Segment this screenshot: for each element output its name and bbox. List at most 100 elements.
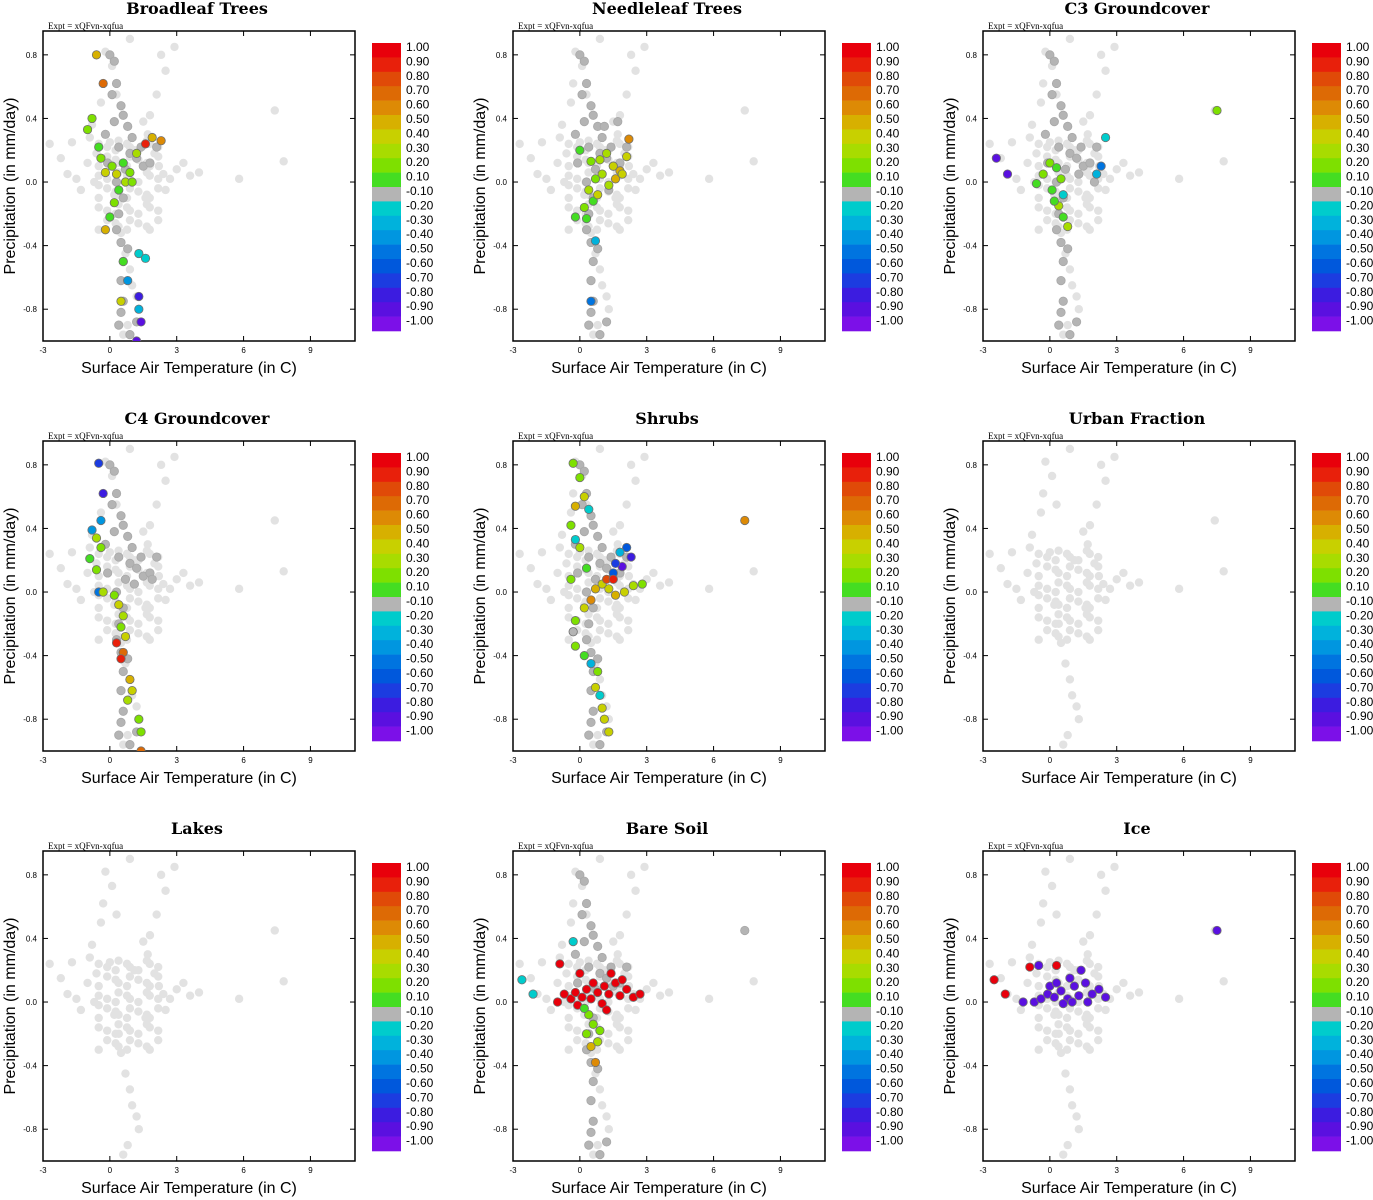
background-point [1007,548,1017,557]
plot-frame [42,30,356,342]
background-point [566,508,576,517]
background-point [1094,1026,1103,1035]
background-point [1054,1042,1063,1051]
x-tick-label: 9 [1248,756,1253,765]
background-point [1063,730,1072,740]
background-point [45,959,54,969]
colorbar-label: 0.50 [1346,522,1370,536]
x-tick-label: 0 [578,346,583,355]
background-point [154,206,163,215]
background-point [1074,597,1083,606]
colorbar-label: -0.50 [876,652,904,666]
neutral-point [597,132,607,143]
background-point [56,563,66,573]
colorbar-label: 0.10 [1346,170,1370,184]
neutral-point [588,1116,598,1126]
background-point [1074,556,1083,565]
background-point [1134,168,1144,177]
background-point [1074,715,1084,724]
y-tick-label: 0.8 [26,461,38,470]
background-point [557,120,567,129]
x-tick-label: 0 [108,1166,113,1175]
data-point [595,690,605,700]
colorbar-swatch [372,1093,401,1109]
colorbar-swatch [372,316,401,332]
background-point [564,1023,573,1032]
data-point [134,304,144,314]
data-point [579,651,589,661]
data-point [579,202,589,213]
x-tick-label: 9 [308,1166,313,1175]
background-point [134,219,143,228]
background-point [279,977,288,986]
background-point [1101,66,1110,75]
neutral-point [103,568,113,578]
neutral-point [599,121,609,131]
background-point [1036,508,1046,517]
plot-frame [982,850,1296,1162]
background-point [595,675,605,684]
colorbar-label: -0.60 [876,1076,904,1090]
colorbar-label: -0.90 [406,299,434,313]
background-point [1062,1045,1072,1054]
background-point [537,138,547,147]
experiment-label: Expt = xQFvn-xqfua [48,21,123,31]
background-point [1042,584,1052,594]
neutral-point [1067,132,1077,143]
background-point [631,66,640,75]
x-axis-label: Surface Air Temperature (in C) [81,770,297,787]
neutral-point [595,968,605,979]
background-point [1085,581,1094,590]
background-point [602,292,611,301]
x-tick-label: -3 [39,756,47,765]
background-point [125,206,135,215]
background-point [1034,161,1043,171]
colorbar-swatch [1312,963,1341,979]
colorbar-label: 1.00 [406,450,430,464]
background-point [119,1150,128,1159]
background-point [94,225,103,234]
background-point [515,549,524,559]
background-point [1219,567,1228,576]
y-tick-label: 0.0 [26,588,38,597]
background-point [615,1023,624,1032]
colorbar-label: -0.50 [406,652,434,666]
x-tick-label: 6 [1181,346,1186,355]
y-axis-label: Precipitation (in mm/day) [2,98,19,275]
neutral-point [570,129,581,139]
colorbar-swatch [842,259,871,274]
data-point [597,999,607,1009]
background-point [546,185,556,195]
data-point [114,600,124,610]
data-point [136,727,146,737]
background-point [1051,556,1060,565]
colorbar-swatch [372,467,401,483]
background-point [1016,185,1026,195]
data-point [100,225,111,235]
colorbar-swatch [1312,230,1341,245]
colorbar-swatch [372,582,401,598]
data-point [105,212,115,222]
x-tick-label: -3 [39,346,47,355]
neutral-point [116,511,126,521]
background-point [152,910,161,919]
background-point [640,862,649,872]
background-point [172,985,181,994]
background-point [114,988,123,997]
data-point [118,256,128,267]
background-point [1074,619,1083,629]
background-point [145,931,155,940]
colorbar-swatch [842,891,871,907]
background-point [154,994,163,1004]
x-tick-label: 3 [174,1166,179,1175]
neutral-point [1054,142,1064,152]
x-tick-label: 6 [711,1166,716,1175]
colorbar-swatch [1312,1079,1341,1094]
background-point [640,452,649,462]
colorbar-label: 0.90 [876,464,900,478]
plot-frame [982,440,1296,752]
background-point [1085,549,1094,559]
colorbar-swatch [1312,201,1341,217]
background-point [154,562,163,571]
colorbar-label: -0.70 [1346,680,1373,694]
